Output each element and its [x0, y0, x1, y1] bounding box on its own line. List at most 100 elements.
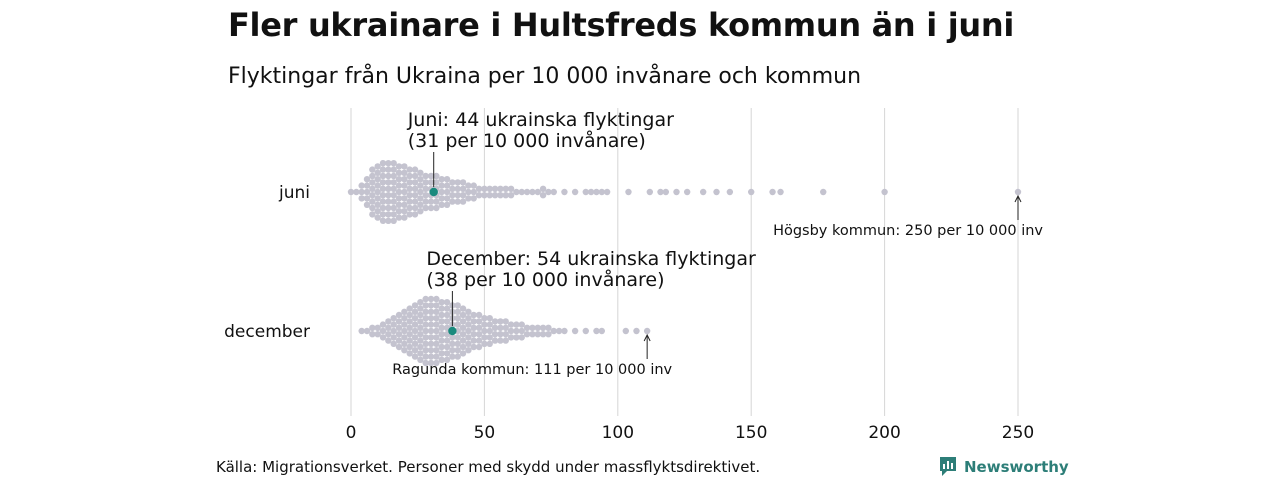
- data-point: [390, 217, 397, 224]
- data-point: [633, 327, 640, 335]
- data-point: [438, 182, 445, 189]
- data-point: [422, 185, 429, 192]
- data-point: [406, 350, 413, 357]
- data-point: [369, 192, 376, 199]
- data-point: [545, 331, 552, 338]
- x-tick-label: 100: [602, 423, 634, 443]
- highlight-label: Juni: 44 ukrainska flyktingar: [407, 109, 674, 131]
- data-point: [433, 172, 440, 180]
- data-point: [390, 340, 397, 347]
- data-point: [385, 179, 392, 186]
- data-point: [379, 179, 387, 186]
- data-point: [491, 192, 499, 199]
- data-point: [497, 337, 504, 344]
- chart-title: Fler ukrainare i Hultsfreds kommun än i …: [228, 6, 1015, 44]
- data-point: [433, 327, 440, 335]
- data-point: [820, 188, 827, 196]
- data-point: [443, 201, 451, 208]
- data-point: [683, 188, 691, 196]
- data-point: [438, 318, 445, 325]
- data-point: [465, 182, 472, 189]
- data-point: [411, 204, 419, 212]
- brand-name: Newsworthy: [964, 458, 1069, 476]
- data-point: [390, 211, 397, 218]
- data-point: [385, 217, 392, 224]
- data-point: [406, 204, 413, 212]
- data-point: [449, 347, 456, 354]
- data-point: [422, 179, 429, 186]
- data-point: [401, 321, 408, 328]
- data-point: [459, 192, 467, 199]
- data-point: [475, 337, 483, 344]
- data-point: [401, 182, 408, 189]
- data-point: [406, 179, 413, 186]
- data-point: [726, 188, 734, 196]
- data-point: [507, 185, 515, 192]
- data-point: [427, 302, 435, 309]
- data-point: [433, 315, 440, 322]
- outlier-label: Ragunda kommun: 111 per 10 000 inv: [392, 362, 672, 378]
- data-point: [748, 188, 755, 196]
- data-point: [390, 321, 397, 328]
- highlight-label: December: 54 ukrainska flyktingar: [426, 248, 756, 270]
- data-point: [374, 324, 381, 331]
- data-point: [433, 347, 440, 354]
- data-point: [427, 315, 435, 322]
- data-point: [385, 318, 392, 325]
- data-point: [406, 318, 413, 325]
- data-point: [443, 356, 451, 363]
- data-point: [486, 192, 493, 199]
- data-point: [438, 299, 445, 306]
- data-point: [390, 160, 397, 167]
- data-point: [769, 188, 776, 196]
- data-point: [347, 188, 355, 196]
- data-point: [502, 192, 509, 199]
- data-point: [443, 299, 451, 306]
- data-point: [406, 331, 413, 338]
- data-point: [465, 347, 472, 354]
- data-point: [523, 331, 531, 338]
- data-point: [406, 337, 413, 344]
- data-point: [358, 327, 365, 335]
- data-point: [470, 311, 477, 319]
- x-tick-label: 50: [474, 423, 496, 443]
- data-point: [454, 347, 461, 354]
- data-point: [406, 311, 413, 319]
- data-point: [454, 302, 461, 309]
- brand-logo[interactable]: Newsworthy: [938, 456, 1069, 478]
- data-point: [374, 188, 381, 196]
- data-point: [411, 185, 419, 192]
- data-point: [470, 331, 477, 338]
- data-point: [502, 318, 509, 325]
- data-point: [379, 217, 387, 224]
- data-point: [475, 343, 483, 351]
- data-point: [406, 166, 413, 173]
- data-point: [411, 192, 419, 199]
- data-point: [491, 337, 499, 344]
- data-point: [401, 176, 408, 183]
- data-point: [561, 327, 568, 335]
- data-point: [417, 188, 424, 196]
- data-point: [411, 353, 419, 360]
- data-point: [443, 343, 451, 351]
- data-point: [481, 327, 488, 335]
- data-point: [475, 331, 483, 338]
- data-point: [433, 334, 440, 341]
- data-point: [475, 318, 483, 325]
- data-point: [433, 198, 440, 205]
- data-point: [454, 192, 461, 199]
- data-point: [390, 179, 397, 186]
- data-point: [417, 350, 424, 357]
- data-point: [369, 179, 376, 186]
- data-point: [417, 169, 424, 176]
- data-point: [475, 185, 483, 192]
- data-point: [427, 327, 435, 335]
- data-point: [401, 340, 408, 347]
- data-point: [411, 172, 419, 180]
- data-point: [449, 185, 456, 192]
- highlight-point: [429, 187, 438, 197]
- data-point: [593, 188, 600, 196]
- data-point: [433, 308, 440, 315]
- data-point: [401, 201, 408, 208]
- data-point: [699, 188, 707, 196]
